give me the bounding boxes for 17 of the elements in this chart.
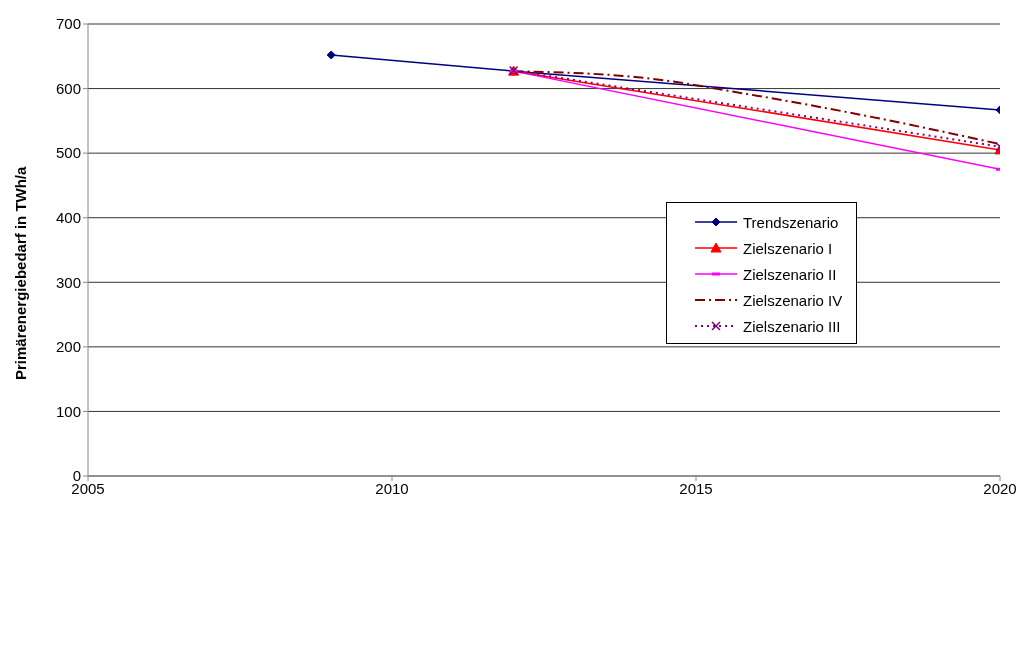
- legend-label: Zielszenario IV: [743, 291, 843, 309]
- y-tick-label: 600: [55, 79, 81, 97]
- legend-label: Zielszenario III: [743, 317, 841, 335]
- y-tick-label: 500: [55, 144, 81, 162]
- y-axis-title: Primärenergiebedarf in TWh/a: [12, 165, 30, 380]
- legend-label: Zielszenario II: [743, 265, 837, 283]
- x-tick-label: 2020: [983, 479, 1017, 497]
- legend-label: Zielszenario I: [743, 239, 833, 257]
- x-tick-label: 2015: [679, 479, 713, 497]
- y-tick-label: 700: [55, 15, 81, 33]
- y-tick-label: 100: [55, 402, 81, 420]
- x-tick-label: 2010: [375, 479, 409, 497]
- y-tick-label: 400: [55, 209, 81, 227]
- y-tick-label: 0: [72, 467, 81, 485]
- y-tick-label: 300: [55, 273, 81, 291]
- legend-label: Trendszenario: [743, 213, 839, 231]
- y-tick-label: 200: [55, 338, 81, 356]
